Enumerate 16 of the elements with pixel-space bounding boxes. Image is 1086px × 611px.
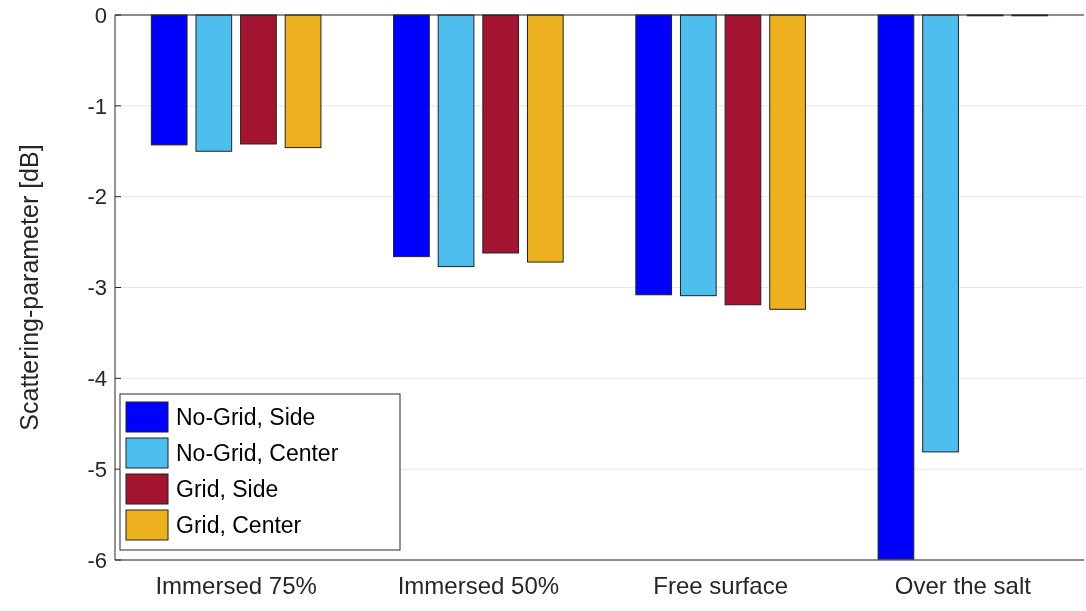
x-tick-label: Over the salt [894,572,1032,599]
legend-label: No-Grid, Center [176,440,339,467]
y-tick-label: -6 [87,547,107,573]
legend-label: Grid, Side [176,476,279,503]
y-axis-title: Scattering-parameter [dB] [15,144,43,431]
legend-label: Grid, Center [176,512,302,539]
x-tick-label: Free surface [653,572,788,599]
y-tick-label: -3 [87,275,107,301]
x-tick-label: Immersed 50% [397,572,560,599]
y-tick-label: -2 [87,184,107,210]
y-tick-label: -1 [87,93,107,119]
y-tick-label: -5 [87,456,107,482]
y-tick-label: 0 [94,2,107,28]
x-tick-label: Immersed 75% [155,572,317,599]
legend-label: No-Grid, Side [176,404,316,431]
y-tick-label: -4 [87,366,107,392]
